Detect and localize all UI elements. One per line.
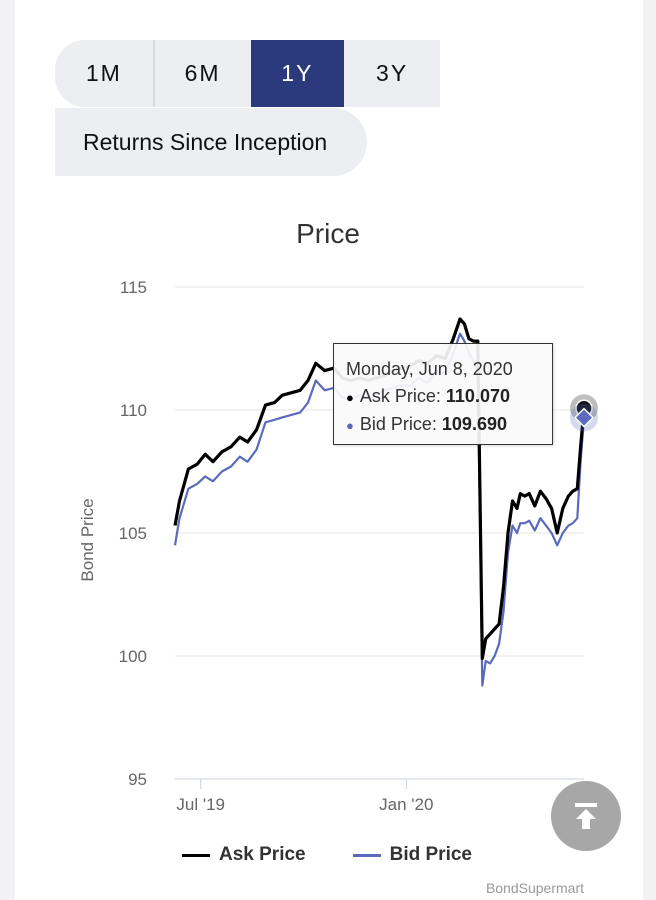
x-tick-label-0: Jul '19 <box>176 795 225 814</box>
chart-legend: Ask Price Bid Price <box>182 844 472 866</box>
tooltip-date: Monday, Jun 8, 2020 <box>346 359 513 379</box>
y-tick-label-110: 110 <box>120 401 147 420</box>
tooltip-ask-row: ● Ask Price: 110.070 <box>346 383 552 411</box>
back-to-top-button[interactable] <box>551 781 621 851</box>
bid-dot-icon: ● <box>346 418 354 433</box>
bid-hover-marker <box>573 407 595 428</box>
y-axis-ticks: 95 100 105 110 115 <box>119 278 147 789</box>
legend-ask-swatch <box>182 853 210 857</box>
chart-tooltip: Monday, Jun 8, 2020 ● Ask Price: 110.070 … <box>333 343 553 445</box>
legend-item-bid[interactable]: Bid Price <box>352 844 472 866</box>
tooltip-bid-label: Bid Price: <box>359 414 437 434</box>
chart-title: Price <box>296 218 360 249</box>
tooltip-ask-label: Ask Price: <box>359 386 441 406</box>
tab-3y[interactable]: 3Y <box>376 60 409 86</box>
tooltip-bid-row: ● Bid Price: 109.690 <box>346 411 552 439</box>
tab-1y[interactable]: 1Y <box>250 40 345 107</box>
ask-dot-icon: ● <box>346 390 354 405</box>
x-axis-ticks: Jul '19 Jan '20 <box>176 779 433 814</box>
tab-1m[interactable]: 1M <box>55 40 155 107</box>
y-tick-label-115: 115 <box>120 278 147 297</box>
y-axis-label: Bond Price <box>78 498 97 582</box>
x-tick-label-1: Jan '20 <box>379 795 433 814</box>
legend-item-ask[interactable]: Ask Price <box>182 844 306 866</box>
chart-credits: BondSupermart <box>485 880 584 896</box>
legend-bid-swatch <box>352 853 381 857</box>
legend-bid-label: Bid Price <box>389 844 472 865</box>
y-tick-label-100: 100 <box>119 647 147 666</box>
legend-ask-label: Ask Price <box>219 844 306 865</box>
y-tick-label-95: 95 <box>128 770 147 789</box>
returns-since-inception-button[interactable]: Returns Since Inception <box>55 108 367 176</box>
tooltip-bid-value: 109.690 <box>441 414 507 434</box>
y-tick-label-105: 105 <box>119 524 147 543</box>
period-tabs: 1M 6M 1Y 3Y <box>55 40 440 107</box>
tooltip-ask-value: 110.070 <box>445 386 510 406</box>
y-axis-label-wrap: Bond Price <box>78 498 98 581</box>
hover-markers <box>570 394 598 432</box>
tab-6m[interactable]: 6M <box>184 60 221 86</box>
arrow-up-bar-icon <box>575 803 597 829</box>
